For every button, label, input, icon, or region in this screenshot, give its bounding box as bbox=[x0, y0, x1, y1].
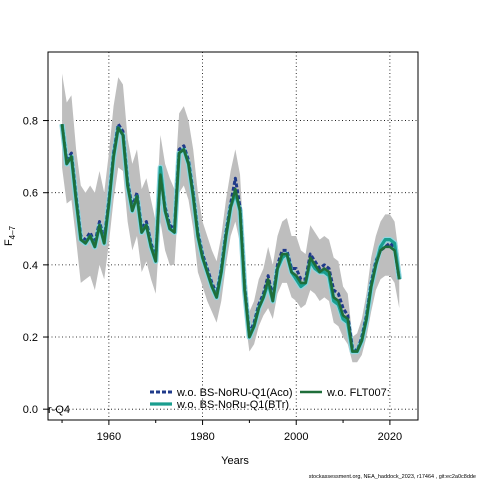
y-tick-label: 0.6 bbox=[23, 188, 38, 200]
y-axis-title-main: F bbox=[3, 239, 15, 246]
legend-label: w.o. BS-NoRu-Q1(BTr) bbox=[176, 399, 289, 411]
series-lines bbox=[59, 122, 402, 355]
x-tick-label: 2020 bbox=[378, 431, 402, 443]
y-axis-title: F4–7 bbox=[3, 225, 17, 246]
legend-entry-flt: w.o. FLT007: bbox=[300, 387, 390, 399]
x-tick-label: 2000 bbox=[284, 431, 308, 443]
x-tick-label: 1980 bbox=[190, 431, 214, 443]
legend: w.o. BS-NoRU-Q1(Aco)w.o. BS-NoRu-Q1(BTr)… bbox=[150, 387, 390, 411]
plot-frame bbox=[47, 51, 419, 421]
legend-label: w.o. BS-NoRU-Q1(Aco) bbox=[176, 387, 293, 399]
footer-source: stockassessment.org, NEA_haddock_2023, r… bbox=[309, 474, 476, 480]
series-line-flt bbox=[60, 124, 401, 353]
y-tick-label: 0.0 bbox=[23, 404, 38, 416]
legend-entry-aco: w.o. BS-NoRU-Q1(Aco) bbox=[150, 387, 293, 399]
legend-entry-btr: w.o. BS-NoRu-Q1(BTr) bbox=[150, 399, 289, 411]
corner-label: r-Q4 bbox=[48, 404, 70, 416]
x-axis: 1960 1980 2000 2020 bbox=[61, 420, 402, 443]
y-axis-title-subscript: 4–7 bbox=[8, 225, 17, 239]
y-axis: 0.0 0.2 0.4 0.6 0.8 bbox=[23, 116, 48, 416]
x-tick-label: 1960 bbox=[97, 431, 121, 443]
legend-label: w.o. FLT007: bbox=[326, 387, 390, 399]
x-axis-title: Years bbox=[221, 455, 249, 467]
y-tick-label: 0.8 bbox=[23, 116, 38, 128]
y-tick-label: 0.4 bbox=[23, 260, 38, 272]
y-tick-label: 0.2 bbox=[23, 332, 38, 344]
